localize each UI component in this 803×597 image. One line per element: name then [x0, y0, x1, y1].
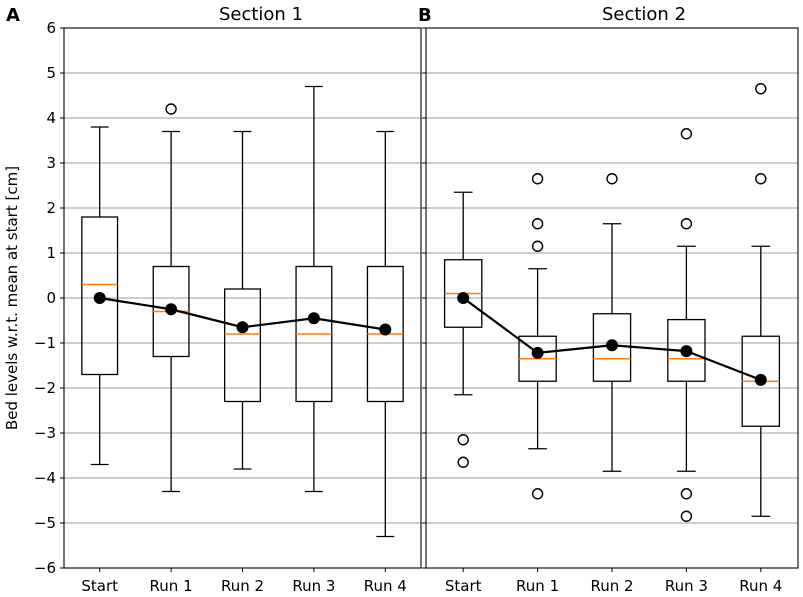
y-tick-label: 3: [46, 154, 56, 172]
panel-letter: A: [6, 5, 20, 26]
y-tick-label: 0: [46, 289, 56, 307]
x-tick-label: Run 2: [590, 577, 633, 595]
y-tick-label: −3: [34, 424, 56, 442]
mean-point: [457, 292, 470, 304]
x-tick-label: Start: [81, 577, 118, 595]
box-run-2: [223, 130, 261, 470]
mean-point: [165, 303, 178, 316]
outlier-point: [755, 83, 767, 95]
x-tick-label: Run 4: [364, 577, 407, 595]
y-tick-label: 4: [46, 109, 56, 127]
y-tick-label: −1: [34, 334, 56, 352]
box-start: [443, 191, 483, 468]
mean-point: [531, 346, 544, 359]
panel-a: −6 −5 −4 −3 −2 −1 0 1 2 3 4 5 6 Start Run 1 Run 2 Run 3 R…: [3, 4, 422, 595]
mean-point: [754, 373, 767, 386]
panel-b: Start Run 1 Run 2 Run 3 Run 4 Section 2 B: [418, 4, 799, 595]
box-run-2: [592, 173, 632, 472]
panel-title: Section 2: [602, 4, 686, 25]
outlier-point: [680, 510, 693, 522]
box-run-1: [518, 173, 557, 500]
x-tick-label: Run 1: [516, 577, 559, 595]
outlier-point: [531, 488, 544, 500]
y-tick-label: −6: [34, 559, 56, 577]
iqr-box: [81, 216, 119, 376]
plot-frame: [63, 27, 422, 569]
panel-title: Section 1: [219, 4, 303, 25]
mean-point: [680, 345, 693, 358]
x-tick-label: Run 3: [292, 577, 335, 595]
box-run-3: [667, 128, 706, 522]
x-tick-label: Run 4: [739, 577, 782, 595]
x-tick-label: Run 2: [221, 577, 264, 595]
x-tick-label: Run 3: [665, 577, 708, 595]
y-tick-label: 2: [46, 199, 56, 217]
x-tick-label: Start: [445, 577, 482, 595]
mean-point: [307, 312, 320, 325]
outlier-point: [531, 240, 544, 252]
box-start: [81, 126, 119, 466]
mean-point: [606, 339, 618, 352]
y-tick-label: −4: [34, 469, 56, 487]
y-tick-label: 1: [46, 244, 56, 262]
outlier-point: [165, 103, 177, 115]
outlier-point: [680, 218, 693, 230]
outlier-point: [457, 434, 469, 446]
mean-point: [236, 321, 249, 334]
y-tick-label: 5: [46, 64, 56, 82]
outlier-point: [755, 173, 767, 185]
box-run-3: [295, 85, 333, 493]
y-tick-label: −5: [34, 514, 56, 532]
mean-point: [379, 323, 392, 336]
outlier-point: [531, 173, 544, 185]
mean-point: [93, 292, 106, 304]
plot-frame: [425, 27, 799, 569]
y-tick-label: 6: [46, 19, 56, 37]
box-run-4: [741, 83, 781, 517]
outlier-point: [457, 456, 469, 468]
outlier-point: [680, 128, 693, 140]
y-tick-label: −2: [34, 379, 56, 397]
outlier-point: [680, 488, 693, 500]
outlier-point: [606, 173, 618, 185]
y-axis-label: Bed levels w.r.t. mean at start [cm]: [3, 166, 21, 430]
iqr-box: [223, 288, 261, 403]
x-tick-label: Run 1: [150, 577, 193, 595]
panel-letter: B: [418, 5, 432, 26]
outlier-point: [531, 218, 544, 230]
